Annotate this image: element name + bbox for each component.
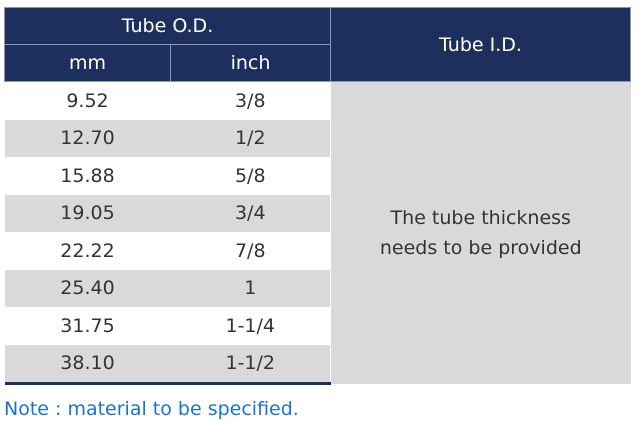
table-row: 31.75 1-1/4 (5, 307, 631, 345)
header-inch: inch (169, 44, 332, 82)
cell-mm: 38.10 (4, 344, 171, 385)
cell-inch: 1 (170, 269, 331, 307)
cell-inch: 3/4 (170, 194, 331, 232)
table-row: 22.22 7/8 (5, 232, 631, 270)
table-row: 25.40 1 (4, 269, 631, 307)
cell-mm: 31.75 (60, 314, 115, 337)
id-note: The tube thickness needs to be provided (379, 206, 582, 259)
table-row: 9.52 3/8 The tube thickness needs to be pr… (5, 81, 631, 384)
cell-inch: 1/2 (170, 119, 331, 157)
cell-inch: 5/8 (234, 164, 266, 187)
note: Note : material to be specified. (4, 398, 299, 420)
cell-inch: 3/8 (234, 89, 266, 112)
header-id: Tube I.D. (330, 7, 632, 82)
cell-mm: 12.70 (4, 119, 171, 157)
cell-mm: 9.52 (66, 89, 109, 112)
table-body: 9.52 3/8 The tube thickness needs to be pr… (4, 81, 631, 385)
cell-inch: 7/8 (234, 239, 266, 262)
cell-inch: 1-1/4 (225, 314, 276, 337)
cell-mm: 25.40 (4, 269, 171, 307)
cell-mm: 19.05 (4, 194, 171, 232)
table-row: 12.70 1/2 (4, 119, 631, 157)
cell-inch: 1-1/2 (170, 344, 331, 385)
cell-id: The tube thickness needs to be provided (330, 81, 631, 384)
tube-table: Tube O.D. Tube I.D. mm inch 9.52 3/8 The t… (3, 7, 632, 385)
cell-mm: 15.88 (60, 164, 115, 187)
table-row: 38.10 1-1/2 (4, 344, 631, 385)
table-row: 15.88 5/8 (5, 157, 631, 195)
table-row: 19.05 3/4 (4, 194, 631, 232)
cell-mm: 22.22 (60, 239, 115, 262)
header-mm: mm (4, 44, 171, 82)
header-od: Tube O.D. (3, 7, 332, 45)
